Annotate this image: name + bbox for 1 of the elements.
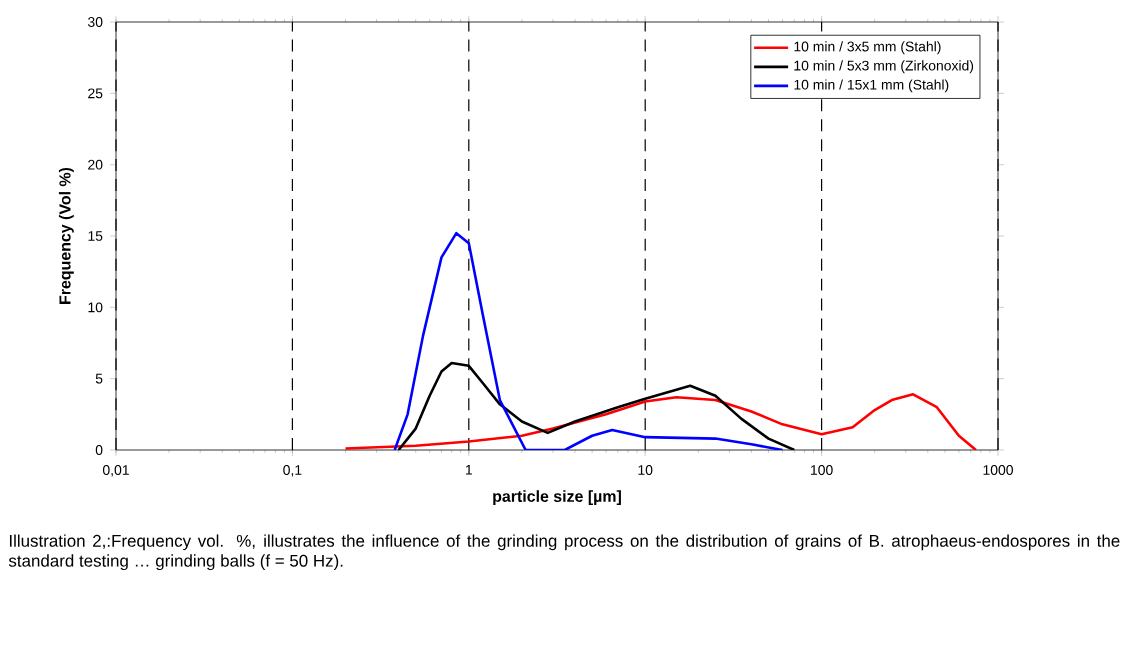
text: Illustration 2,:Frequency vol. %, illustrates the influence of the grinding process on the distribution of grains of B. atrophaeus-endospores in the standard testing … grinding balls (f = 50 Hz). [8,534,1120,571]
